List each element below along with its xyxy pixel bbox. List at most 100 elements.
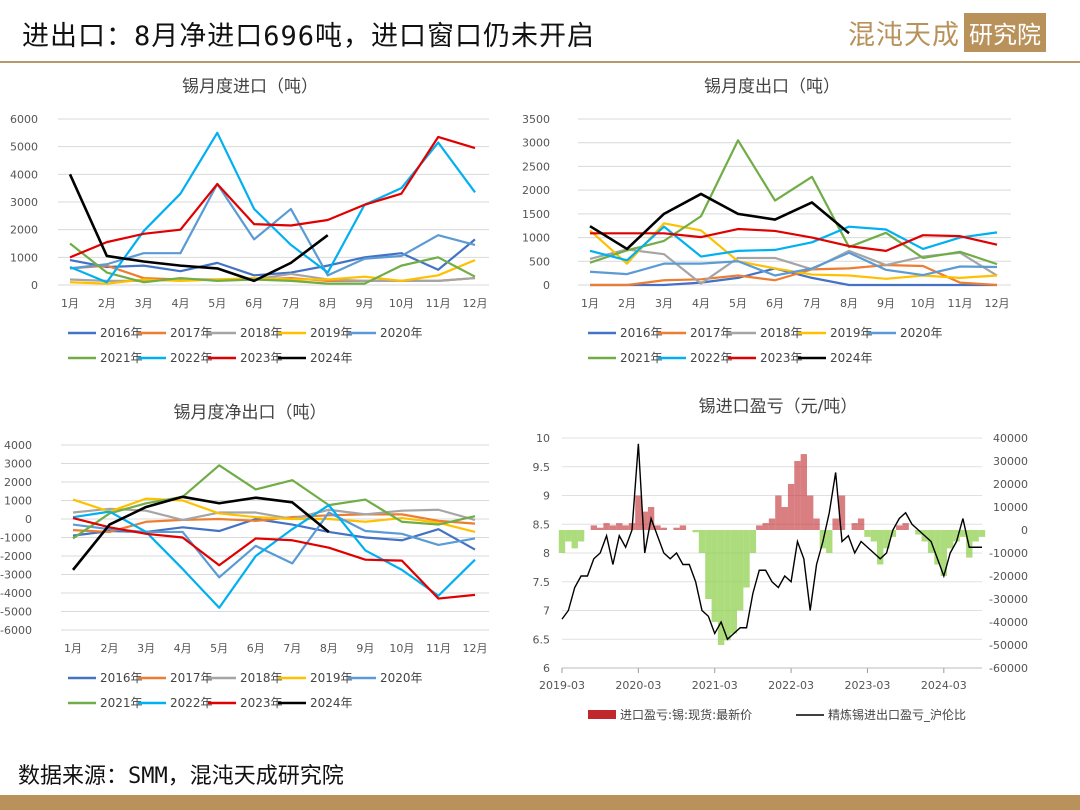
legend-label: 进口盈亏:锡:现货:最新价 <box>620 707 752 722</box>
profit-bar <box>616 523 623 530</box>
legend-label: 2023年 <box>240 696 283 710</box>
x-tick-label: 4月 <box>174 642 192 655</box>
y-tick-label: -4000 <box>0 587 32 600</box>
series-line-2017年 <box>590 263 998 287</box>
profit-bar <box>838 495 846 530</box>
profit-bar <box>896 525 903 530</box>
y-tick-label: 3000 <box>522 137 550 150</box>
profit-bar <box>737 530 744 611</box>
y-tick-label: 1500 <box>522 208 550 221</box>
legend-label: 2018年 <box>240 671 283 685</box>
legend-label: 2022年 <box>690 351 733 365</box>
x-tick-label: 2020-03 <box>615 679 661 692</box>
legend-label: 2024年 <box>830 351 873 365</box>
x-tick-label: 9月 <box>877 297 895 310</box>
profit-bar <box>590 525 597 530</box>
x-tick-label: 2月 <box>98 297 116 310</box>
profit-bar <box>794 461 801 530</box>
profit-bar <box>762 523 769 530</box>
y-tick-label: 3000 <box>10 196 38 209</box>
profit-bar <box>577 530 585 542</box>
x-tick-label: 7月 <box>803 297 821 310</box>
y-tick-label: 4000 <box>4 439 32 452</box>
profit-bar <box>940 530 947 576</box>
series-line-2019年 <box>72 497 476 534</box>
series-line-ratio <box>561 443 982 641</box>
x-tick-label: 5月 <box>210 642 228 655</box>
y-tick-label: 3000 <box>4 458 32 471</box>
legend-label: 2020年 <box>380 326 423 340</box>
legend-label: 2021年 <box>100 351 143 365</box>
x-tick-label: 2022-03 <box>768 679 814 692</box>
profit-bar <box>724 530 731 641</box>
x-tick-label: 12月 <box>463 297 488 310</box>
chart-import-profit: 锡进口盈亏（元/吨） 6 6.5 7 7.5 8 8.5 9 9.5 10 -60000 -50000… <box>533 397 1029 722</box>
y-right-tick-label: 40000 <box>993 432 1028 445</box>
profit-bar <box>972 530 979 542</box>
y-right-tick-label: -50000 <box>989 639 1028 652</box>
series-line-2022年 <box>69 131 476 284</box>
header-divider <box>0 61 1080 63</box>
y-tick-label: 2000 <box>10 224 38 237</box>
profit-bar <box>558 530 566 553</box>
profit-bar <box>787 484 795 530</box>
x-tick-label: 10月 <box>389 297 414 310</box>
series-line-2021年 <box>69 242 476 285</box>
profit-bar <box>781 507 788 530</box>
legend-label: 2016年 <box>620 326 663 340</box>
y-tick-label: 500 <box>529 255 550 268</box>
y-right-tick-label: -30000 <box>989 593 1028 606</box>
x-tick-label: 6月 <box>247 642 265 655</box>
y-tick-label: 2000 <box>4 476 32 489</box>
series-line-2024年 <box>68 173 329 283</box>
legend-label: 2019年 <box>310 671 353 685</box>
x-tick-label: 3月 <box>135 297 153 310</box>
series-line-2021年 <box>72 464 476 540</box>
profit-bar <box>565 530 572 542</box>
x-tick-label: 2021-03 <box>692 679 738 692</box>
profit-bar <box>978 530 986 537</box>
profit-bar <box>902 523 909 530</box>
y-right-tick-label: -10000 <box>989 547 1028 560</box>
x-tick-label: 11月 <box>948 297 973 310</box>
x-tick-label: 9月 <box>356 297 374 310</box>
y-tick-label: 1000 <box>10 251 38 264</box>
y-tick-label: -2000 <box>0 550 32 563</box>
y-left-tick-label: 8.5 <box>533 518 551 531</box>
series-line-2023年 <box>590 227 998 252</box>
profit-bar <box>768 518 776 530</box>
y-tick-label: 5000 <box>10 141 38 154</box>
legend-label: 2023年 <box>760 351 803 365</box>
legend-label: 2024年 <box>310 696 353 710</box>
profit-bar <box>749 530 757 553</box>
y-tick-label: 2000 <box>522 184 550 197</box>
y-tick-label: -1000 <box>0 532 32 545</box>
x-tick-label: 2024-03 <box>921 679 967 692</box>
source-note: 数据来源：SMM，混沌天成研究院 <box>18 764 344 789</box>
y-tick-label: -3000 <box>0 569 32 582</box>
profit-bar <box>660 527 667 530</box>
profit-bar <box>813 518 820 530</box>
y-tick-label: 1000 <box>522 232 550 245</box>
profit-bar <box>877 530 884 565</box>
profit-bar <box>826 530 833 553</box>
series-line-2021年 <box>589 139 998 266</box>
profit-bar <box>597 527 604 530</box>
x-tick-label: 5月 <box>208 297 226 310</box>
y-left-tick-label: 10 <box>536 432 550 445</box>
y-left-tick-label: 9 <box>543 490 550 503</box>
x-tick-label: 1月 <box>61 297 79 310</box>
y-right-tick-label: -40000 <box>989 616 1028 629</box>
series-line-2024年 <box>71 495 330 571</box>
y-tick-label: 1000 <box>4 495 32 508</box>
legend-label: 2020年 <box>380 671 423 685</box>
x-tick-label: 8月 <box>320 642 338 655</box>
series-line-2020年 <box>72 511 476 579</box>
x-tick-label: 2月 <box>618 297 636 310</box>
series-line-2016年 <box>590 267 997 287</box>
profit-bar <box>851 523 858 530</box>
profit-bar <box>800 454 807 530</box>
x-tick-label: 7月 <box>283 642 301 655</box>
y-right-tick-label: 0 <box>1021 524 1028 537</box>
x-tick-label: 4月 <box>692 297 710 310</box>
